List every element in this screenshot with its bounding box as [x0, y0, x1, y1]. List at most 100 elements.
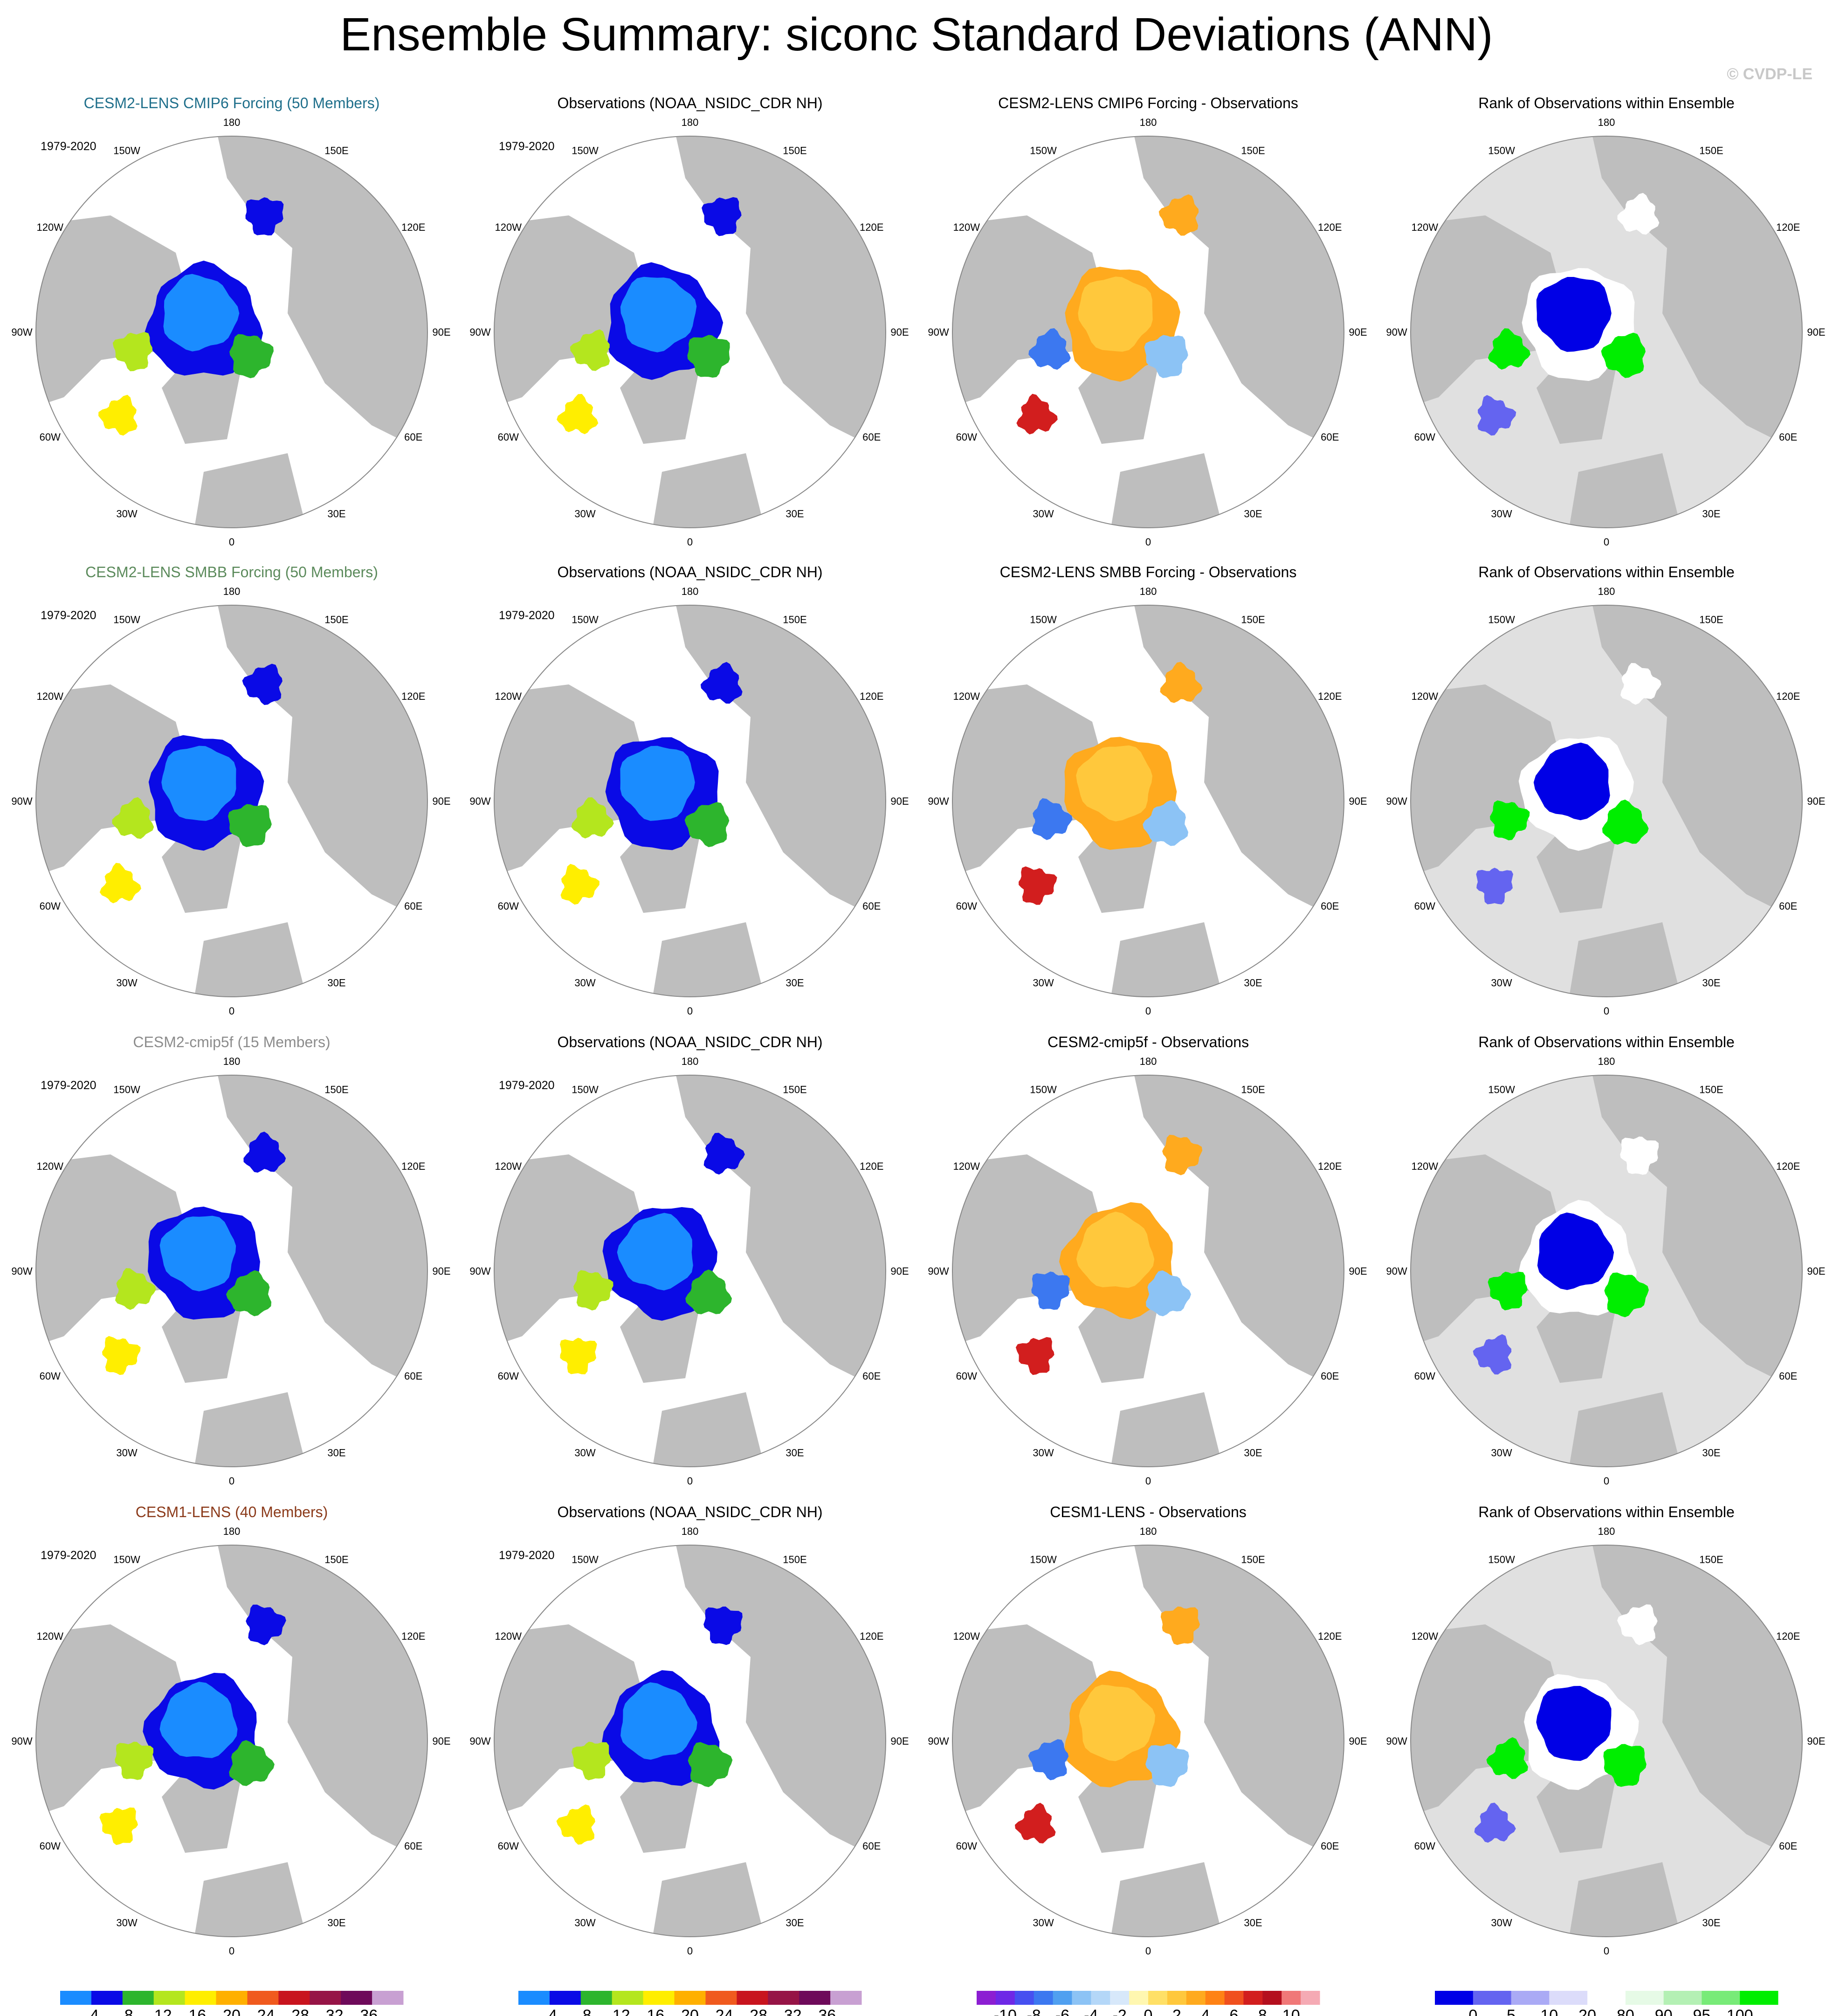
longitude-label: 30W: [574, 508, 595, 520]
ice-region: [556, 1804, 595, 1845]
ice-region: [702, 197, 742, 236]
map-rim: [952, 136, 1344, 528]
colorbar-tick-label: 10: [1282, 2007, 1300, 2016]
map-rim: [952, 1545, 1344, 1937]
colorbar-swatch: [830, 1991, 862, 2005]
colorbar-swatch: [278, 1991, 310, 2005]
colorbar-tick-label: 36: [360, 2007, 378, 2016]
longitude-label: 90W: [928, 795, 949, 807]
longitude-label: 90E: [1349, 1265, 1367, 1277]
longitude-label: 180: [1140, 117, 1157, 128]
ice-region: [1603, 1744, 1647, 1787]
period-label: 1979-2020: [499, 1079, 555, 1092]
colorbar-tick-label: 2: [1172, 2007, 1181, 2016]
longitude-label: 90W: [1386, 1265, 1407, 1277]
longitude-label: 60E: [1321, 900, 1339, 912]
longitude-label: 90E: [890, 1735, 909, 1747]
map-field: [36, 1075, 427, 1467]
land-europe: [194, 453, 306, 528]
longitude-label: 30E: [327, 508, 345, 520]
longitude-label: 90W: [928, 326, 949, 338]
longitude-label: 0: [1145, 1945, 1151, 1957]
land-north-america: [1411, 684, 1564, 876]
land-europe: [653, 1862, 765, 1937]
ice-region: [1604, 1272, 1649, 1318]
ice-region: [163, 274, 240, 352]
ice-region: [246, 1604, 286, 1645]
ice-region: [1144, 335, 1188, 378]
land-europe: [1111, 1392, 1223, 1467]
longitude-label: 90E: [1349, 795, 1367, 807]
longitude-label: 90E: [890, 326, 909, 338]
ice-region: [115, 1741, 153, 1780]
ice-region: [700, 662, 743, 704]
longitude-label: 120W: [1412, 1160, 1439, 1172]
longitude-label: 180: [1598, 1056, 1615, 1067]
longitude-label: 120W: [495, 1160, 522, 1172]
panel-title: CESM2-LENS CMIP6 Forcing (50 Members): [84, 95, 380, 111]
longitude-label: 150E: [783, 1553, 806, 1565]
longitude-label: 150E: [324, 1553, 348, 1565]
longitude-label: 120W: [37, 221, 64, 233]
land-europe: [1569, 1392, 1681, 1467]
ice-region: [112, 331, 153, 372]
longitude-label: 0: [229, 1945, 234, 1957]
ice-region: [226, 1270, 272, 1317]
longitude-label: 0: [1145, 1475, 1151, 1487]
ice-region: [98, 394, 138, 436]
longitude-label: 120E: [860, 1160, 883, 1172]
longitude-label: 30E: [786, 508, 804, 520]
ice-region: [687, 335, 730, 378]
colorbar-tick-label: 28: [291, 2007, 309, 2016]
longitude-label: 30E: [786, 1447, 804, 1459]
ice-region: [1160, 662, 1203, 703]
longitude-label: 60E: [1779, 1840, 1797, 1852]
ice-region: [1537, 1212, 1614, 1290]
map-panel: [35, 1075, 428, 1467]
land-north-america: [494, 1154, 648, 1346]
longitude-label: 150W: [113, 1553, 140, 1565]
ice-region: [1601, 332, 1646, 378]
ice-region: [102, 1336, 141, 1375]
colorbar: [518, 1991, 862, 2005]
land-north-america: [1411, 215, 1564, 407]
longitude-label: 120E: [1776, 1160, 1800, 1172]
ice-region: [1079, 1685, 1156, 1761]
longitude-label: 150E: [1699, 1553, 1723, 1565]
longitude-label: 30W: [574, 1447, 595, 1459]
colorbar-tick-label: 5: [1507, 2007, 1516, 2016]
colorbar-tick-label: 16: [188, 2007, 206, 2016]
ice-region: [1015, 1337, 1054, 1375]
longitude-label: 120E: [1318, 1630, 1342, 1642]
colorbar-swatch: [1282, 1991, 1301, 2005]
colorbar-swatch: [1224, 1991, 1244, 2005]
colorbar-swatch: [1205, 1991, 1225, 2005]
longitude-label: 60E: [1321, 1840, 1339, 1852]
longitude-label: 90W: [1386, 795, 1407, 807]
colorbar-tick-label: 12: [613, 2007, 630, 2016]
land-europe: [1569, 453, 1681, 528]
longitude-label: 150E: [783, 1084, 806, 1095]
longitude-label: 120E: [401, 221, 425, 233]
map-panel: [1410, 136, 1803, 528]
longitude-label: 30E: [1244, 1917, 1262, 1929]
ice-region: [1028, 328, 1071, 370]
ice-region: [1016, 394, 1058, 435]
map-field: [36, 136, 427, 528]
colorbar-swatch: [1129, 1991, 1149, 2005]
ice-region: [573, 1270, 613, 1311]
colorbar-swatch: [1473, 1991, 1512, 2005]
longitude-label: 90E: [1807, 326, 1825, 338]
map-panel: [952, 605, 1344, 997]
colorbar-swatch: [1072, 1991, 1091, 2005]
map-rim: [952, 1075, 1344, 1467]
map-rim: [494, 1075, 886, 1467]
longitude-label: 90W: [1386, 326, 1407, 338]
land-north-america: [36, 1154, 190, 1346]
longitude-label: 60E: [862, 900, 881, 912]
period-label: 1979-2020: [41, 1549, 96, 1562]
longitude-label: 120W: [953, 690, 980, 702]
map-field: [1411, 1075, 1802, 1467]
land-north-america: [36, 215, 190, 407]
land-north-america: [1411, 1154, 1564, 1346]
